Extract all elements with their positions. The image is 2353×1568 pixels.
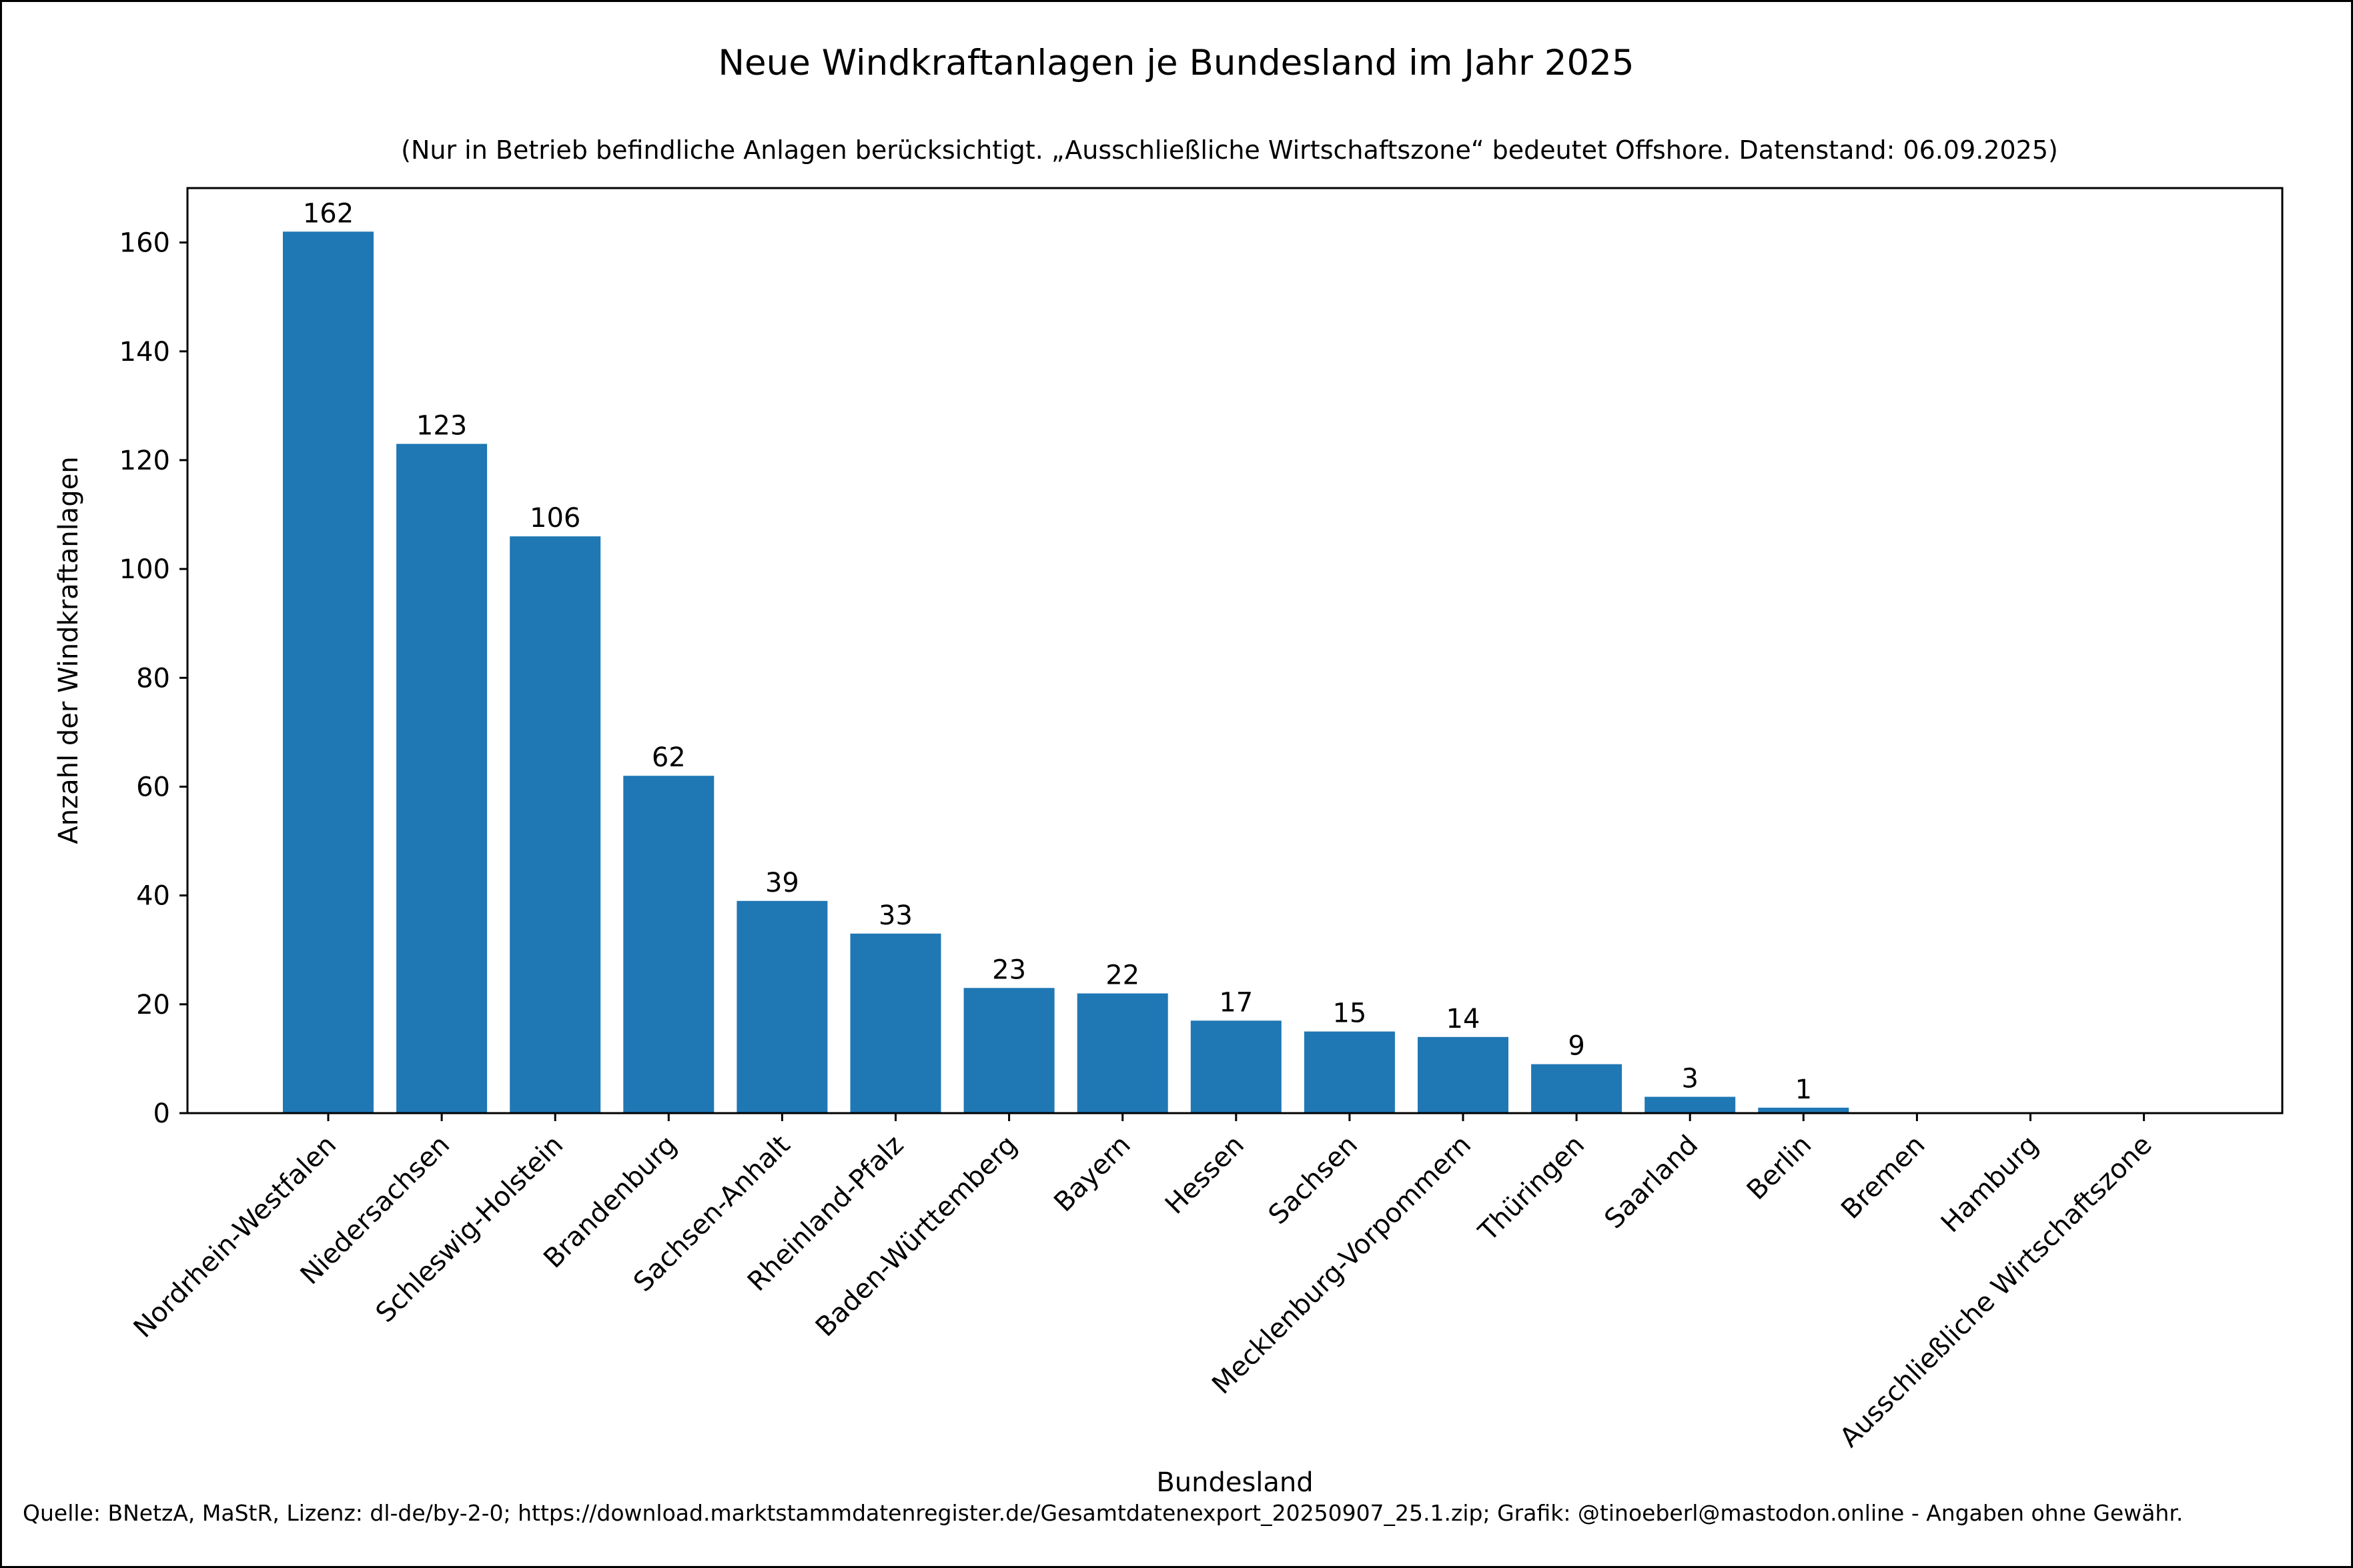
bar-0 — [283, 231, 374, 1113]
bar-3 — [623, 776, 715, 1113]
data-label-5: 33 — [879, 900, 913, 931]
data-label-11: 9 — [1568, 1031, 1584, 1062]
bar-4 — [737, 900, 828, 1113]
y-tick-label-7: 140 — [119, 337, 170, 367]
x-tick-label-6: Baden-Württemberg — [810, 1130, 1023, 1343]
data-labels-layer: 162 123 106 62 39 33 23 22 17 15 14 9 3 1 — [303, 198, 1812, 1105]
bar-5 — [850, 933, 941, 1113]
bars-layer — [283, 231, 1849, 1113]
y-tick-label-1: 20 — [136, 990, 170, 1020]
x-tick-label-9: Sachsen — [1263, 1130, 1364, 1231]
data-label-0: 162 — [303, 198, 354, 229]
bar-2 — [510, 536, 601, 1113]
data-label-3: 62 — [652, 742, 686, 773]
y-tick-label-8: 160 — [119, 228, 170, 259]
x-tick-label-2: Schleswig-Holstein — [370, 1130, 570, 1329]
data-label-9: 15 — [1332, 998, 1366, 1029]
y-axis: 0 20 40 60 80 100 120 140 160 — [119, 228, 187, 1129]
data-label-13: 1 — [1795, 1074, 1812, 1105]
y-tick-label-6: 120 — [119, 446, 170, 476]
data-label-7: 22 — [1105, 960, 1139, 991]
x-tick-label-15: Hamburg — [1935, 1130, 2045, 1239]
y-tick-label-0: 0 — [153, 1098, 170, 1129]
y-tick-label-5: 100 — [119, 554, 170, 585]
bar-12 — [1644, 1096, 1736, 1113]
y-tick-label-4: 80 — [136, 663, 170, 694]
bar-11 — [1531, 1064, 1622, 1113]
x-tick-label-12: Saarland — [1598, 1130, 1704, 1235]
x-tick-label-0: Nordrhein-Westfalen — [128, 1130, 342, 1344]
x-tick-label-14: Bremen — [1835, 1130, 1931, 1225]
bar-10 — [1418, 1036, 1508, 1113]
data-label-2: 106 — [530, 503, 580, 534]
x-tick-label-8: Hessen — [1159, 1130, 1250, 1221]
data-label-12: 3 — [1681, 1064, 1698, 1094]
chart-subtitle: (Nur in Betrieb befindliche Anlagen berü… — [401, 135, 2058, 165]
plot-area-frame — [186, 187, 2284, 1114]
bar-9 — [1304, 1031, 1395, 1113]
data-label-10: 14 — [1446, 1004, 1480, 1034]
source-note: Quelle: BNetzA, MaStR, Lizenz: dl-de/by-… — [23, 1500, 2183, 1526]
data-label-1: 123 — [416, 411, 467, 442]
data-label-8: 17 — [1219, 987, 1253, 1018]
y-axis-label: Anzahl der Windkraftanlagen — [53, 456, 84, 844]
chart-title: Neue Windkraftanlagen je Bundesland im J… — [718, 43, 1634, 83]
x-axis-label: Bundesland — [1156, 1467, 1313, 1498]
data-label-4: 39 — [765, 868, 799, 898]
bar-7 — [1077, 993, 1168, 1113]
y-tick-label-3: 60 — [136, 772, 170, 803]
bar-6 — [963, 988, 1055, 1113]
y-tick-label-2: 40 — [136, 881, 170, 912]
x-axis: Nordrhein-WestfalenNiedersachsenSchleswi… — [128, 1113, 2158, 1453]
bar-8 — [1190, 1020, 1282, 1113]
bar-13 — [1758, 1107, 1849, 1113]
x-tick-label-11: Thüringen — [1472, 1130, 1590, 1248]
x-tick-label-13: Berlin — [1741, 1130, 1818, 1207]
bar-1 — [396, 444, 488, 1113]
x-tick-label-7: Bayern — [1048, 1130, 1136, 1218]
data-label-6: 23 — [992, 954, 1026, 985]
